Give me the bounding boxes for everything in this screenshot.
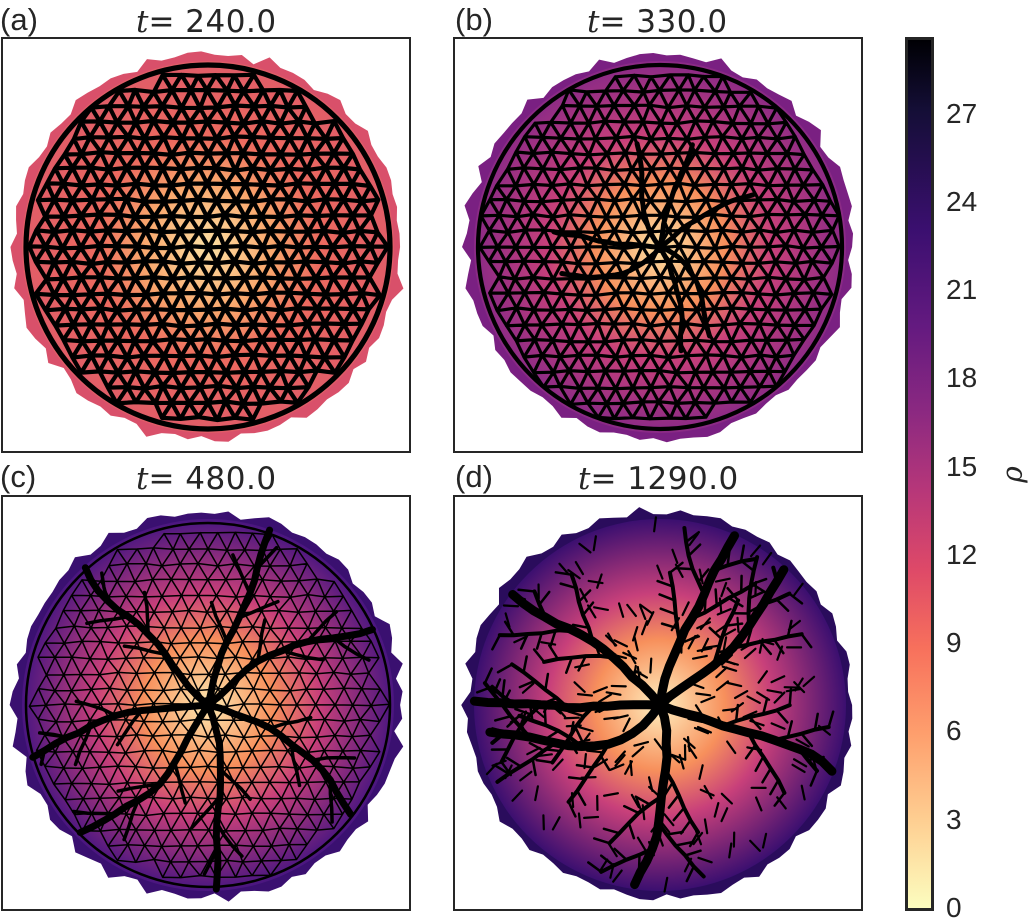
network-disk-c bbox=[3, 497, 411, 911]
time-value: = 480.0 bbox=[148, 461, 276, 497]
panel-a-title: t= 240.0 bbox=[136, 6, 277, 38]
panel-b-plot bbox=[453, 37, 863, 453]
colorbar-tick: 3 bbox=[946, 806, 962, 834]
panel-c-plot bbox=[1, 495, 411, 911]
colorbar-tick: 27 bbox=[946, 100, 977, 128]
time-value: = 1290.0 bbox=[590, 461, 738, 497]
network-disk-d bbox=[455, 497, 863, 911]
colorbar-tick: 21 bbox=[946, 276, 977, 304]
panel-d-plot bbox=[453, 495, 863, 911]
time-symbol: t bbox=[136, 461, 148, 497]
time-value: = 240.0 bbox=[148, 4, 276, 40]
panel-d-title: t= 1290.0 bbox=[578, 463, 739, 495]
colorbar-tick: 12 bbox=[946, 541, 977, 569]
colorbar-tick: 24 bbox=[946, 188, 977, 216]
network-disk-a bbox=[3, 39, 411, 453]
colorbar bbox=[905, 37, 934, 911]
panel-a-label: (a) bbox=[0, 4, 38, 35]
colorbar-tick: 15 bbox=[946, 453, 977, 481]
colorbar-label: ρ bbox=[996, 466, 1028, 482]
network-disk-b bbox=[455, 39, 863, 453]
colorbar-tick: 6 bbox=[946, 717, 962, 745]
colorbar-tick: 18 bbox=[946, 364, 977, 392]
time-symbol: t bbox=[136, 4, 148, 40]
panel-b-label: (b) bbox=[455, 4, 493, 35]
panel-d-label: (d) bbox=[455, 461, 493, 492]
time-value: = 330.0 bbox=[599, 4, 727, 40]
panel-b-title: t= 330.0 bbox=[587, 6, 728, 38]
panel-c-title: t= 480.0 bbox=[136, 463, 277, 495]
panel-c-label: (c) bbox=[0, 461, 36, 492]
panel-a-plot bbox=[1, 37, 411, 453]
time-symbol: t bbox=[578, 461, 590, 497]
time-symbol: t bbox=[587, 4, 599, 40]
colorbar-tick: 9 bbox=[946, 629, 962, 657]
colorbar-tick: 0 bbox=[946, 894, 962, 922]
